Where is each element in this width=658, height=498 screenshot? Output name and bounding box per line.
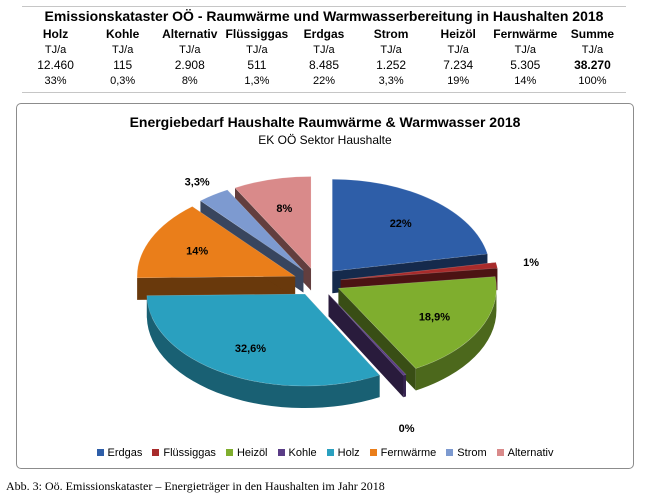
legend-label: Strom bbox=[457, 447, 487, 459]
unit-cell: TJ/a bbox=[380, 43, 402, 56]
legend-item-fernwärme: Fernwärme bbox=[369, 447, 437, 459]
legend-label: Kohle bbox=[288, 447, 317, 459]
chart-title: Energiebedarf Haushalte Raumwärme & Warm… bbox=[129, 114, 521, 130]
data-label-erdgas: 22% bbox=[390, 218, 412, 230]
chart-legend: Erdgas Flüssiggas Heizöl Kohle Holz Fernwärme… bbox=[17, 447, 633, 459]
unit-cell: TJ/a bbox=[514, 43, 537, 56]
pie-slice-rim-holz bbox=[146, 295, 380, 409]
pie-slice-alternativ bbox=[234, 176, 312, 270]
data-label-strom: 3,3% bbox=[185, 176, 210, 188]
percent-cell: 8% bbox=[181, 75, 198, 87]
legend-item-flüssiggas: Flüssiggas bbox=[152, 447, 216, 459]
legend-item-holz: Holz bbox=[326, 447, 360, 459]
data-label-fernwärme: 14% bbox=[186, 246, 208, 258]
percent-cell: 14% bbox=[514, 75, 537, 87]
pie-chart: 22% 1% 18,9% 0% 32,6% 14% 3,3% 8% bbox=[136, 176, 540, 435]
value-cell: 511 bbox=[247, 58, 267, 72]
data-label-holz: 32,6% bbox=[235, 343, 266, 355]
unit-cell: TJ/a bbox=[246, 43, 268, 56]
chart-subtitle: EK OÖ Sektor Haushalte bbox=[258, 133, 392, 147]
column-header: Fernwärme bbox=[493, 27, 558, 41]
column-header: Flüssiggas bbox=[225, 27, 289, 41]
data-label-flüssiggas: 1% bbox=[523, 257, 539, 269]
pie-slice-strom bbox=[199, 189, 304, 271]
legend-swatch bbox=[326, 449, 334, 456]
pie-slice-flüssiggas bbox=[340, 262, 498, 281]
sum-value-cell: 38.270 bbox=[574, 58, 611, 72]
pie-labels: 22% 1% 18,9% 0% 32,6% 14% 3,3% 8% bbox=[185, 176, 540, 435]
unit-cell: TJ/a bbox=[111, 43, 134, 56]
legend-label: Fernwärme bbox=[380, 447, 437, 459]
column-header: Alternativ bbox=[162, 27, 218, 41]
legend-label: Holz bbox=[337, 447, 360, 459]
legend-label: Heizöl bbox=[236, 447, 268, 459]
pie-slice-wall-kohle bbox=[328, 294, 404, 398]
legend-swatch bbox=[96, 449, 104, 456]
unit-cell: TJ/a bbox=[179, 43, 201, 56]
pie-slice-fernwärme bbox=[136, 206, 297, 279]
legend-swatch bbox=[446, 449, 454, 456]
percent-cell: 1,3% bbox=[244, 75, 270, 87]
column-header: Erdgas bbox=[303, 27, 345, 41]
value-cell: 12.460 bbox=[37, 58, 74, 72]
percent-cell: 100% bbox=[578, 75, 607, 87]
value-cell: 2.908 bbox=[174, 58, 205, 72]
pie-slice-wall-fernwärme bbox=[137, 276, 296, 300]
legend-swatch bbox=[369, 449, 377, 456]
legend-swatch bbox=[152, 449, 160, 456]
data-label-alternativ: 8% bbox=[276, 203, 292, 215]
legend-label: Erdgas bbox=[107, 447, 143, 459]
pie-slice-rim-kohle bbox=[403, 374, 406, 398]
figure-caption: Abb. 3: Oö. Emissionskataster – Energiet… bbox=[6, 479, 385, 493]
value-cell: 8.485 bbox=[308, 58, 339, 72]
column-header: Strom bbox=[373, 27, 409, 41]
unit-cell: TJ/a bbox=[44, 43, 67, 56]
pie-slice-kohle bbox=[328, 294, 407, 376]
legend-item-erdgas: Erdgas bbox=[96, 447, 143, 459]
pie-slice-erdgas bbox=[331, 178, 488, 272]
table-top-rule bbox=[22, 6, 626, 7]
data-label-heizöl: 18,9% bbox=[419, 311, 450, 323]
pie-tops bbox=[136, 176, 498, 387]
value-cell: 115 bbox=[113, 58, 133, 72]
legend-item-strom: Strom bbox=[446, 447, 487, 459]
column-header: Holz bbox=[42, 27, 69, 41]
percent-cell: 0,3% bbox=[110, 75, 136, 87]
legend-label: Alternativ bbox=[507, 447, 554, 459]
legend-item-alternativ: Alternativ bbox=[496, 447, 554, 459]
column-header: Heizöl bbox=[440, 27, 476, 41]
legend-label: Flüssiggas bbox=[163, 447, 216, 459]
percent-cell: 33% bbox=[44, 75, 67, 87]
unit-cell: TJ/a bbox=[313, 43, 335, 56]
legend-swatch bbox=[225, 449, 233, 456]
column-header: Kohle bbox=[105, 27, 140, 41]
percent-cell: 22% bbox=[312, 75, 335, 87]
value-cell: 1.252 bbox=[376, 58, 407, 72]
table-title: Emissionskataster OÖ - Raumwärme und War… bbox=[44, 8, 604, 24]
legend-item-heizöl: Heizöl bbox=[225, 447, 268, 459]
data-label-kohle: 0% bbox=[399, 423, 415, 435]
unit-cell: TJ/a bbox=[581, 43, 604, 56]
pie-chart-frame: Energiebedarf Haushalte Raumwärme & Warm… bbox=[16, 103, 634, 469]
pie-slice-rim-heizöl bbox=[415, 288, 497, 391]
pie-slice-heizöl bbox=[337, 276, 497, 369]
emission-table: Emissionskataster OÖ - Raumwärme und War… bbox=[22, 6, 626, 89]
table-bottom-rule bbox=[22, 92, 626, 93]
percent-cell: 19% bbox=[447, 75, 470, 87]
column-header: Summe bbox=[570, 27, 615, 41]
value-cell: 7.234 bbox=[443, 58, 474, 72]
percent-cell: 3,3% bbox=[378, 75, 404, 87]
unit-cell: TJ/a bbox=[447, 43, 469, 56]
pie-slice-holz bbox=[146, 293, 381, 387]
legend-swatch bbox=[277, 449, 285, 456]
value-cell: 5.305 bbox=[510, 58, 541, 72]
legend-item-kohle: Kohle bbox=[277, 447, 317, 459]
legend-swatch bbox=[496, 449, 504, 456]
